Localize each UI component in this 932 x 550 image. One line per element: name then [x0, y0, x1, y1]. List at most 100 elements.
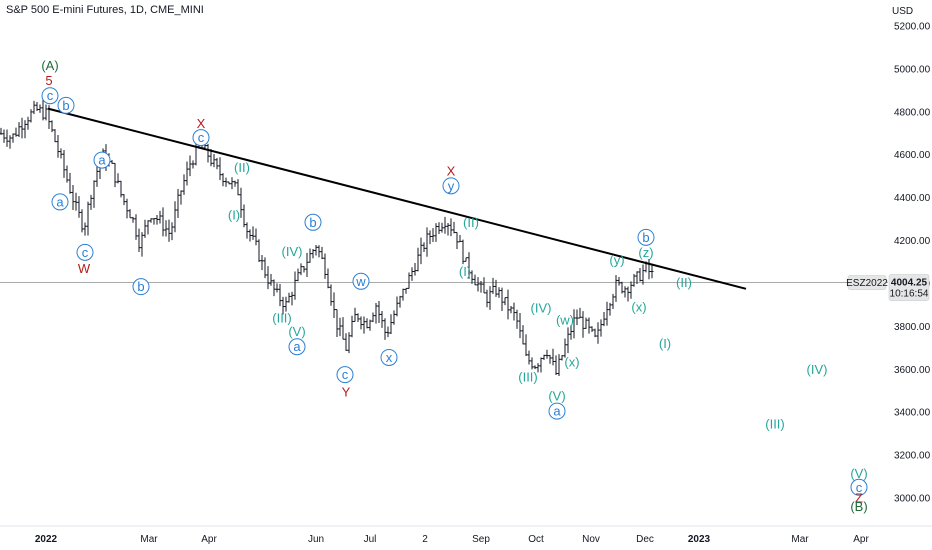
candle: [575, 309, 579, 326]
candle: [359, 316, 363, 330]
svg-text:(w): (w): [556, 312, 574, 327]
candle: [533, 365, 537, 370]
svg-text:(V): (V): [548, 389, 565, 404]
candlestick-series: [0, 98, 654, 376]
svg-text:b: b: [62, 98, 69, 113]
candle: [272, 279, 276, 297]
candle: [650, 263, 654, 279]
candle: [158, 210, 162, 224]
candle: [221, 173, 225, 187]
candle: [347, 332, 351, 354]
wave-label: Z: [855, 491, 863, 506]
svg-text:X: X: [197, 116, 206, 131]
wave-label: Y: [342, 384, 351, 399]
candle: [254, 228, 258, 246]
candle: [488, 286, 492, 310]
candle: [542, 354, 546, 361]
svg-text:a: a: [98, 153, 106, 168]
trendline-layer: [47, 107, 747, 290]
candle: [518, 313, 522, 339]
candle: [167, 219, 171, 242]
svg-text:W: W: [78, 261, 91, 276]
x-tick-label: Jun: [308, 534, 324, 545]
candle: [539, 357, 543, 373]
candle: [416, 247, 420, 272]
candle: [122, 194, 126, 206]
svg-text:(x): (x): [631, 300, 646, 315]
candle: [614, 275, 618, 302]
candle: [419, 237, 423, 265]
candle: [314, 244, 318, 256]
wave-label: W: [78, 261, 91, 276]
wave-label: c: [850, 478, 868, 496]
y-tick-label: 3800.00: [894, 322, 931, 333]
candle: [563, 338, 567, 358]
candle: [554, 355, 558, 375]
wave-label: c: [76, 243, 94, 261]
wave-label: (A): [41, 58, 58, 73]
y-tick-label: 3600.00: [894, 365, 931, 376]
candle: [218, 157, 222, 181]
candle: [368, 319, 372, 331]
wave-label: (II): [463, 215, 479, 230]
chart-title: S&P 500 E-mini Futures, 1D, CME_MINI: [6, 4, 204, 16]
y-tick-label: 3000.00: [894, 494, 931, 505]
candle: [437, 222, 441, 235]
candle: [77, 196, 81, 218]
wave-label: b: [132, 278, 150, 296]
candle: [308, 248, 312, 263]
candle: [302, 266, 306, 273]
candle: [413, 262, 417, 276]
trendline[interactable]: [47, 107, 747, 290]
svg-text:(IV): (IV): [807, 362, 828, 377]
candle: [179, 190, 183, 205]
svg-text:a: a: [553, 404, 561, 419]
candle: [458, 235, 462, 243]
svg-text:(II): (II): [234, 160, 250, 175]
x-tick-label: Apr: [201, 534, 217, 545]
wave-label: x: [380, 348, 398, 366]
candle: [227, 181, 231, 185]
y-tick-label: 4800.00: [894, 107, 931, 118]
candle: [5, 129, 9, 147]
candle: [326, 268, 330, 289]
svg-text:10:16:54: 10:16:54: [890, 289, 929, 300]
y-tick-label: 5000.00: [894, 64, 931, 75]
candle: [449, 218, 453, 237]
candle: [56, 135, 60, 158]
candle: [116, 173, 120, 184]
candle: [629, 281, 633, 299]
candle: [143, 219, 147, 238]
candle: [362, 316, 366, 334]
candle: [83, 222, 87, 236]
candle: [20, 117, 24, 139]
symbol-tag: ESZ2022: [846, 275, 888, 290]
candle: [431, 228, 435, 243]
wave-label: b: [637, 228, 655, 246]
candle: [344, 333, 348, 351]
candle: [584, 317, 588, 329]
wave-label: (x): [564, 354, 579, 369]
price-axis[interactable]: USD 5200.00 5000.00 4800.00 4600.00 4400.00 42…: [892, 6, 931, 505]
candle: [305, 252, 309, 278]
wave-labels: (A)5cbaacWbXc(II)(I)b(IV)(III)(V)awxcYXy…: [41, 58, 867, 514]
candle: [635, 271, 639, 285]
y-tick-label: 3200.00: [894, 451, 931, 462]
wave-label: X: [447, 163, 456, 178]
candle: [485, 289, 489, 308]
y-tick-label: 4600.00: [894, 150, 931, 161]
candle: [401, 288, 405, 301]
candle: [503, 297, 507, 306]
candle: [593, 328, 597, 338]
time-axis[interactable]: 2022 Mar Apr Jun Jul 2 Sep Oct Nov Dec 2023 Mar Apr: [0, 525, 932, 545]
candle: [377, 301, 381, 324]
candle: [422, 242, 426, 253]
svg-text:c: c: [82, 245, 89, 260]
candle: [17, 122, 21, 137]
wave-label: (IV): [807, 362, 828, 377]
candle: [266, 266, 270, 290]
svg-text:w: w: [355, 274, 366, 289]
candle: [632, 273, 636, 287]
candle: [185, 161, 189, 186]
